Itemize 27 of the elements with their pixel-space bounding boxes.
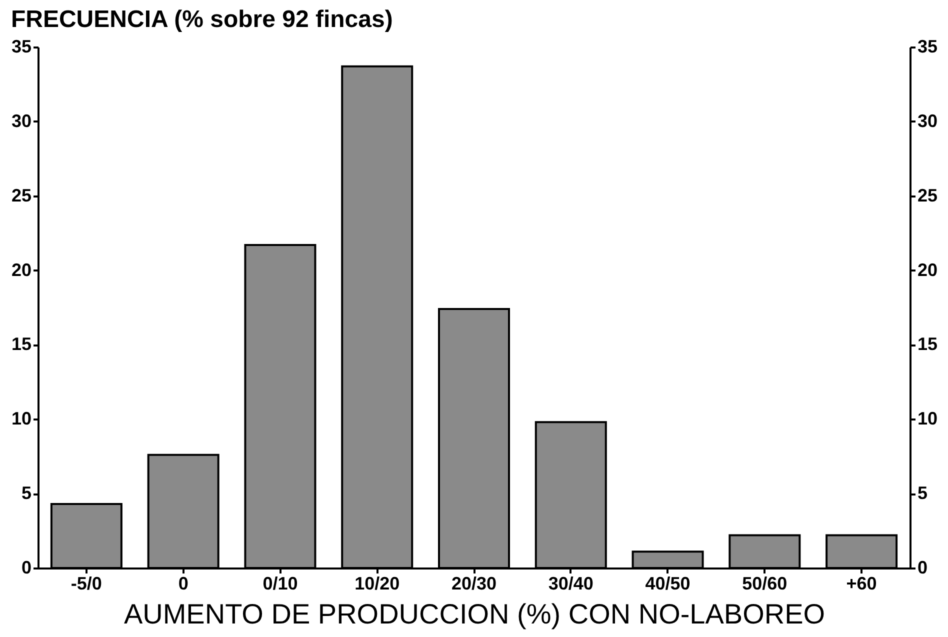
x-tick-label: 0 <box>178 574 188 594</box>
y2-tick-label: 15 <box>918 334 938 354</box>
x-tick-label: 10/20 <box>354 574 400 594</box>
y2-tick-label: 20 <box>918 260 938 280</box>
x-tick-label: 40/50 <box>645 574 690 594</box>
y-tick-label: 10 <box>11 408 32 429</box>
y2-tick-label: 10 <box>918 408 938 429</box>
y-tick-label: 0 <box>21 558 32 578</box>
y-tick-label: 20 <box>11 260 32 280</box>
y-tick-label: 25 <box>11 185 32 206</box>
x-tick-label: 20/30 <box>451 574 497 594</box>
y-tick-label: 15 <box>11 334 32 354</box>
y2-tick-label: 0 <box>918 558 928 578</box>
x-tick-label: 30/40 <box>548 574 594 594</box>
y2-tick-label: 30 <box>918 110 938 131</box>
y2-tick-label: 25 <box>918 185 938 206</box>
x-tick-label: +60 <box>846 574 877 594</box>
y-tick-label: 35 <box>11 36 32 56</box>
y-tick-label: 30 <box>11 110 32 131</box>
chart-title: FRECUENCIA (% sobre 92 fincas) <box>10 6 393 33</box>
y2-tick-label: 35 <box>918 36 938 56</box>
x-axis-title: AUMENTO DE PRODUCCION (%) CON NO-LABOREO <box>124 598 826 630</box>
y-tick-label: 5 <box>21 483 32 504</box>
y2-tick-label: 5 <box>918 483 928 504</box>
x-tick-label: -5/0 <box>70 574 102 594</box>
x-tick-label: 50/60 <box>742 574 788 594</box>
x-tick-label: 0/10 <box>262 574 298 594</box>
